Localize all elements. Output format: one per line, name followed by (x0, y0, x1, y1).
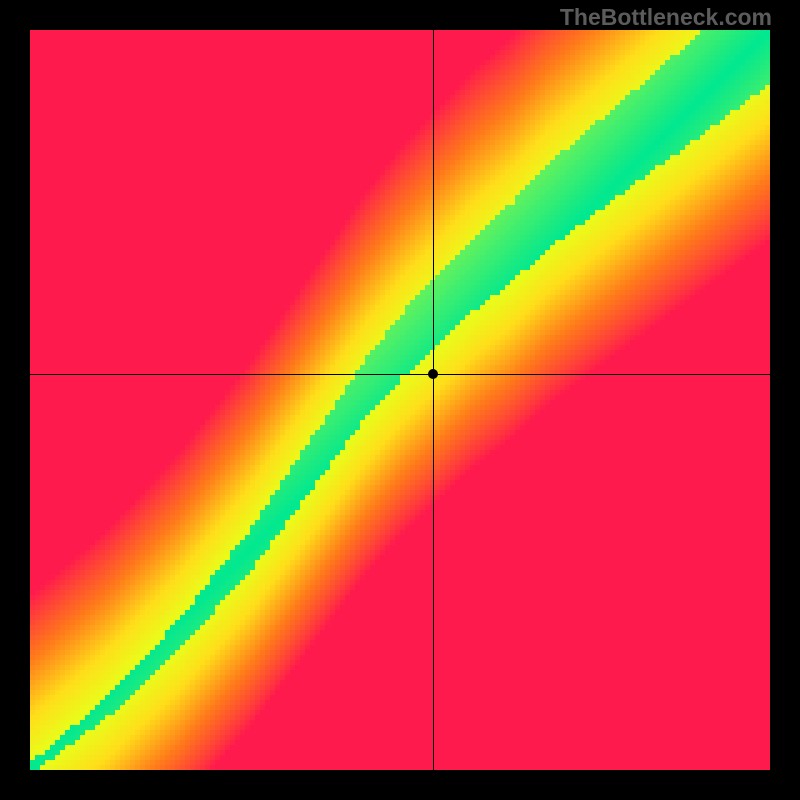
plot-border-right (770, 0, 800, 800)
data-point-marker (428, 369, 438, 379)
plot-border-bottom (0, 770, 800, 800)
crosshair-horizontal (30, 374, 770, 375)
plot-border-left (0, 0, 30, 800)
crosshair-vertical (433, 30, 434, 770)
bottleneck-heatmap (30, 30, 770, 770)
watermark-text: TheBottleneck.com (560, 4, 772, 31)
chart-container: TheBottleneck.com (0, 0, 800, 800)
